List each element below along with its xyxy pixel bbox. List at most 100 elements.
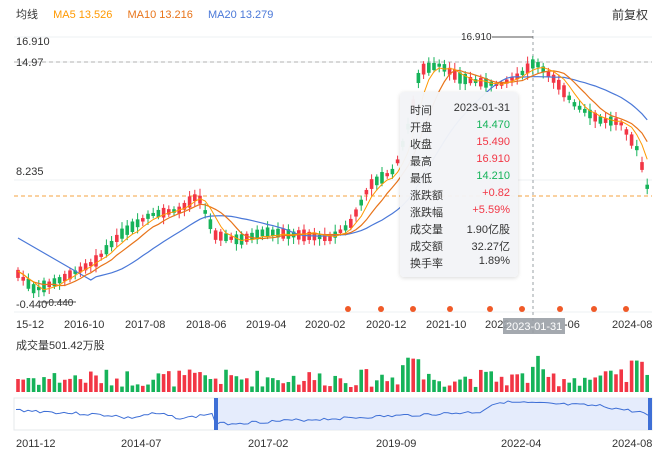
nav-x-label: 2014-07 [121,438,161,450]
candle [317,234,322,240]
candle [135,219,140,228]
volume-bar [583,377,587,392]
volume-bar [640,361,644,392]
volume-bar [494,381,499,392]
volume-bar [73,375,77,392]
event-dot[interactable] [591,306,597,312]
tooltip-row: 开盘 14.470 [410,119,510,135]
volume-bar [161,374,166,392]
event-dot[interactable] [447,306,453,312]
volume-bar [224,369,228,392]
min-marker: -0.440 [45,298,74,309]
volume-bar [63,379,67,392]
candle [260,229,265,237]
volume-bar [593,377,597,392]
nav-x-label: 2022-04 [501,438,541,450]
volume-bar [442,386,447,392]
event-dot[interactable] [557,306,563,312]
volume-bar [390,377,395,392]
volume-bar [624,381,629,392]
navigator-line [15,400,649,426]
candle [213,230,218,240]
event-markers[interactable] [345,306,629,312]
ma5-label: MA5 13.526 [53,9,113,21]
candle [63,273,67,282]
event-dot[interactable] [378,306,384,312]
volume-bar [473,386,478,392]
volume-bar [26,378,31,392]
candle [390,168,395,175]
candle [89,262,93,267]
volume-bar [167,371,171,392]
volume-bar [510,374,514,392]
candle [21,276,25,281]
volume-bar [447,385,452,392]
tooltip-value: 16.910 [476,153,510,165]
candle [427,62,431,73]
volume-bar [489,371,493,392]
candle [369,179,374,189]
volume-bar [271,378,275,392]
candle [193,194,197,202]
tooltip-row: 成交量 1.90亿股 [410,221,510,237]
event-dot[interactable] [487,306,493,312]
volume-bar [47,378,51,392]
candle [463,73,467,85]
event-dot[interactable] [410,306,416,312]
navigator-handle-left[interactable] [214,398,218,430]
ma20-label: MA20 13.279 [207,9,274,21]
tooltip-row: 收盘 15.490 [410,136,510,152]
x-label: 2021-10 [426,319,466,331]
volume-bar [151,379,155,392]
candle [343,225,348,231]
volume-bar [68,378,72,392]
candle [453,69,457,80]
candle [484,78,488,88]
tooltip-row: 最高 16.910 [410,153,510,169]
candle [536,62,540,68]
volume-bar [432,379,436,392]
volume-bar [588,379,592,392]
volume-bar [104,369,109,392]
tooltip-panel: 时间 2023-01-31 开盘 14.470 收盘 15.490 最高 16.910 最低 14… [400,92,518,277]
candle [640,162,644,170]
indicator-label[interactable]: 均线 [16,9,38,21]
navigator-handle-right[interactable] [648,398,652,430]
volume-bar [551,373,556,392]
navigator-selection[interactable] [216,398,650,430]
candle [115,234,119,243]
ma10-line [17,69,648,287]
candle [557,79,561,90]
volume-bar [515,374,519,392]
event-dot[interactable] [519,306,525,312]
volume-bar [21,379,25,392]
candle [437,63,441,67]
volume-bar [193,372,197,392]
volume-bar [349,386,353,392]
max-marker: 16.910 [461,32,492,43]
candle [385,173,389,177]
volume-bar [141,385,145,392]
candle [432,62,436,71]
ma5-line [17,66,648,291]
volume-bar [78,379,83,392]
event-dot[interactable] [345,306,351,312]
volume-bar [31,378,36,392]
volume-bar [385,381,389,392]
volume-bar [437,381,441,392]
candle [338,229,343,233]
volume-bar [484,371,488,392]
volume-bar [463,376,467,392]
x-label: 15-12 [16,319,44,331]
candle [78,266,83,273]
volume-bar [208,379,213,392]
event-dot[interactable] [623,306,629,312]
volume-bar [245,378,249,392]
adjust-mode-button[interactable]: 前复权 [611,8,648,22]
y-label-mid: 8.235 [16,166,44,178]
volume-bar [541,369,545,392]
candle [83,263,88,271]
tooltip-row: 涨跌额 +0.82 [410,187,510,203]
candle [577,105,582,110]
